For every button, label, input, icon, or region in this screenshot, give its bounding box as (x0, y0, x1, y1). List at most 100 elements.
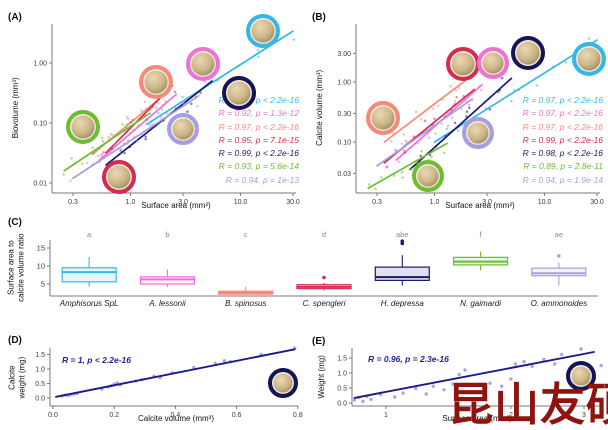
data-point (102, 151, 105, 154)
y-tick-label: 0.0 (35, 396, 45, 403)
data-point (464, 99, 467, 103)
panel-d-chart: 0.0 0.2 0.4 0.6 0.8 0.0 0.5 1.0 1.5 (35, 346, 303, 419)
data-point (125, 115, 129, 119)
data-point (463, 368, 467, 372)
panel-a-x-axis-label: Surface area (mm²) (141, 201, 211, 210)
data-point (457, 372, 461, 377)
x-tick-label: 3.0 (178, 199, 188, 206)
data-point (292, 38, 296, 41)
data-point (522, 359, 526, 364)
species-photo-icon-o-ammonoides (167, 113, 199, 145)
data-point (437, 104, 440, 108)
stats-line: R = 0.89, p = 2.8e-11 (523, 161, 603, 172)
series-n-gaimardi (62, 108, 152, 176)
data-point (414, 110, 418, 113)
data-point (542, 357, 546, 362)
panel-e-chart: 1 2 3 0.0 0.5 1.0 1.5 (337, 347, 603, 419)
data-point (85, 161, 89, 165)
panel-a-label: (A) (8, 12, 22, 23)
significance-letter: d (322, 230, 326, 239)
data-point (579, 347, 583, 351)
regression-line (353, 351, 595, 399)
data-point (145, 118, 148, 121)
data-point (446, 124, 450, 128)
data-point (424, 392, 428, 396)
data-point (160, 108, 164, 111)
x-tick-label: 2 (509, 412, 513, 419)
data-point (468, 103, 471, 107)
data-point (397, 160, 401, 163)
data-point (465, 110, 469, 113)
panel-a-chart: 0.3 1.0 3.0 10.0 30.0 1.00 0.10 0.01 (33, 24, 300, 206)
species-name-label: A. lessonii (148, 299, 186, 308)
data-point (400, 171, 404, 174)
boxplot-h-depressa: abe H. depressa (374, 230, 430, 308)
data-point (96, 154, 100, 158)
data-point (361, 399, 365, 404)
stats-line: R = 0.97, p < 2.2e-16 (522, 121, 603, 132)
data-point (100, 136, 104, 140)
data-point (445, 127, 449, 131)
species-photo-icon-h-depressa (566, 361, 596, 391)
data-point (196, 104, 199, 108)
data-point (161, 103, 164, 107)
data-point (431, 384, 435, 388)
boxplot-a-lessonii: b A. lessonii (139, 230, 196, 308)
data-point (456, 129, 460, 132)
data-point (513, 362, 518, 366)
regression-line (376, 98, 474, 167)
boxplot-b-spinosus: c B. spinosus (218, 230, 274, 308)
series-o-ammonoides (376, 98, 474, 169)
significance-letter: b (165, 230, 169, 239)
species-name-label: O. ammonoides (531, 299, 587, 308)
panel-a-stats: R = 0.99, p < 2.2e-16 R = 0.92, p = 1.3e-… (171, 94, 299, 187)
data-point (405, 141, 408, 145)
stats-line: R = 0.97, p < 2.2e-16 (218, 121, 299, 132)
data-point (443, 151, 446, 155)
data-point (121, 123, 124, 126)
data-point (423, 119, 427, 123)
data-point (449, 85, 452, 88)
data-point (367, 183, 371, 186)
data-point (148, 123, 151, 127)
stats-line: R = 0.94, p = 1.9e-14 (522, 174, 603, 185)
data-point (256, 49, 260, 52)
data-point (81, 162, 84, 165)
data-point (587, 37, 591, 40)
x-tick-label: 3 (582, 412, 586, 419)
data-point (181, 95, 184, 99)
series-a-lessonii (98, 88, 178, 164)
data-point (419, 118, 423, 121)
species-photo-icon-amphisorus-spl (572, 42, 606, 76)
data-point (129, 121, 133, 124)
data-point (62, 173, 65, 176)
x-tick-label: 30.0 (286, 199, 300, 206)
y-tick-label: 0.5 (337, 386, 347, 393)
species-photo-icon-o-ammonoides (462, 117, 494, 149)
species-photo-icon-a-lessonii (186, 47, 220, 81)
data-point (420, 149, 423, 153)
regression-line (63, 112, 151, 172)
data-point (455, 95, 458, 99)
significance-letter: ae (555, 230, 563, 239)
data-point (465, 115, 468, 118)
panel-b-chart: 0.3 1.0 3.0 10.0 30.0 3.00 1.00 0.30 0.10 0.03 (337, 24, 604, 206)
data-point (488, 381, 492, 385)
data-point (401, 176, 405, 179)
data-point (559, 352, 564, 357)
y-tick-label: 15 (37, 244, 45, 253)
data-point (414, 386, 418, 391)
x-tick-label: 1.0 (430, 199, 440, 206)
species-photo-icon-n-gaimardi (66, 110, 100, 144)
y-tick-label: 5 (41, 280, 45, 289)
panel-b-label: (B) (312, 12, 326, 23)
data-point (440, 122, 443, 125)
panel-b-x-axis-label: Surface area (mm²) (445, 201, 515, 210)
y-tick-label: 1.00 (337, 80, 351, 87)
data-point (144, 137, 147, 141)
data-point (394, 149, 397, 152)
data-point (479, 88, 483, 92)
stats-line: R = 0.95, p = 7.1e-15 (218, 134, 299, 145)
y-tick-label: 0.0 (337, 401, 347, 408)
